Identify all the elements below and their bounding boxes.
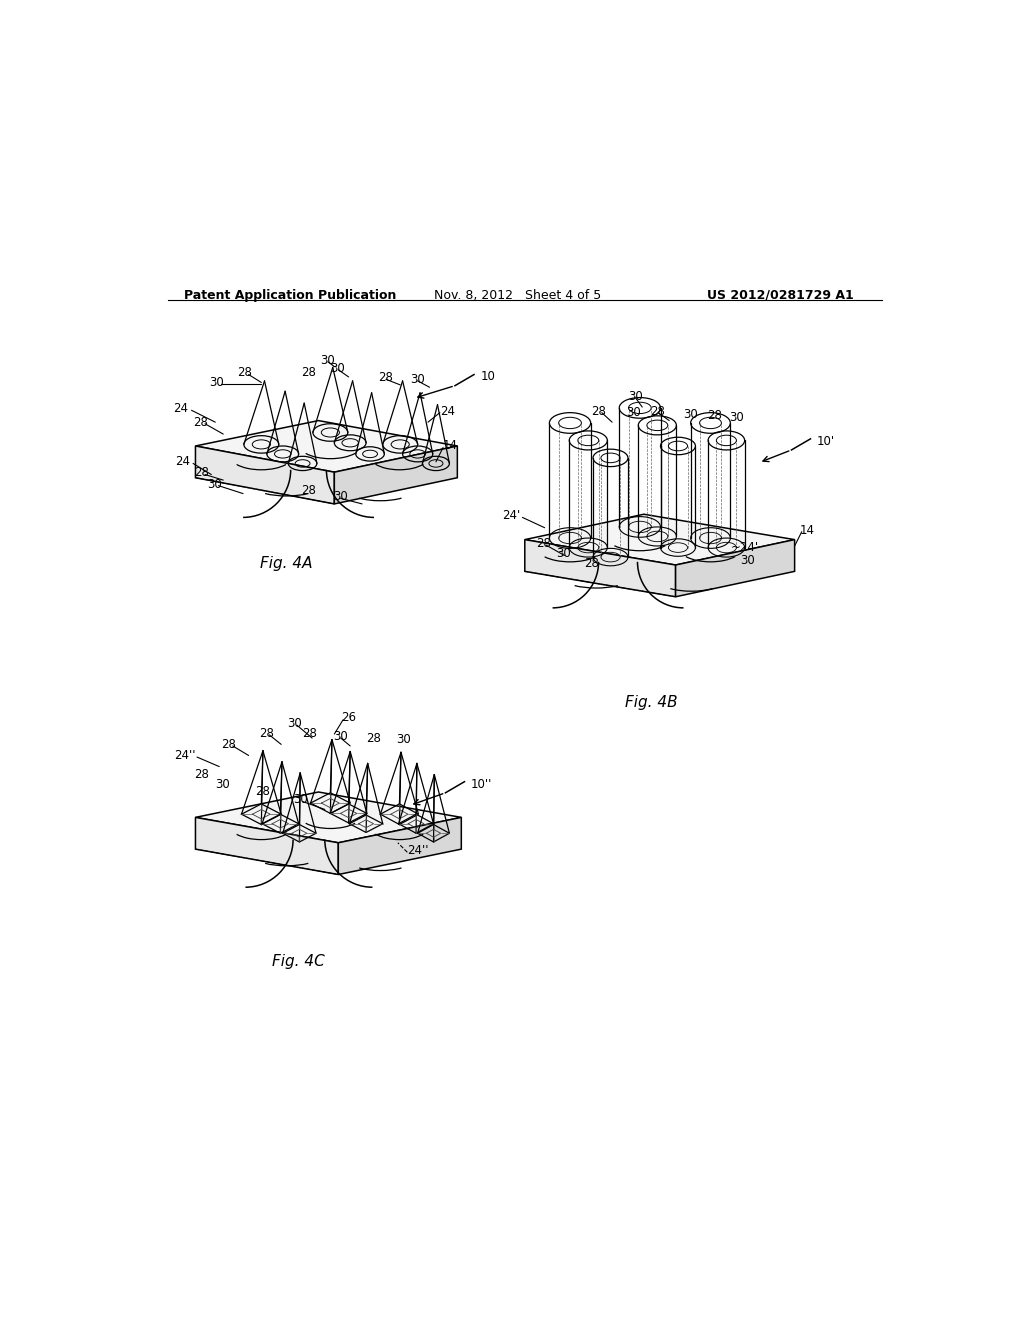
Text: 28: 28 (301, 484, 315, 496)
Text: 30: 30 (729, 411, 744, 424)
Polygon shape (338, 817, 461, 875)
Text: US 2012/0281729 A1: US 2012/0281729 A1 (708, 289, 854, 302)
Text: Fig. 4B: Fig. 4B (626, 694, 678, 710)
Polygon shape (676, 540, 795, 597)
Text: Patent Application Publication: Patent Application Publication (183, 289, 396, 302)
Text: 24'': 24'' (174, 748, 196, 762)
Text: 30: 30 (410, 372, 425, 385)
Text: 28: 28 (194, 416, 208, 429)
Text: 14: 14 (443, 440, 458, 453)
Text: 30: 30 (333, 730, 347, 743)
Text: 30: 30 (287, 717, 301, 730)
Text: 10': 10' (817, 434, 835, 447)
Text: 24: 24 (440, 404, 455, 417)
Text: 28: 28 (194, 466, 209, 479)
Text: 28: 28 (221, 738, 236, 751)
Text: ~24': ~24' (731, 541, 759, 554)
Text: 28: 28 (592, 404, 606, 417)
Text: 10'': 10'' (471, 777, 493, 791)
Text: 28: 28 (367, 731, 381, 744)
Text: 30: 30 (740, 554, 756, 566)
Text: 28: 28 (301, 367, 315, 379)
Text: Fig. 4C: Fig. 4C (272, 954, 325, 969)
Text: 24: 24 (176, 455, 190, 469)
Polygon shape (334, 446, 458, 504)
Polygon shape (196, 421, 458, 473)
Text: 10: 10 (481, 371, 496, 383)
Polygon shape (196, 817, 338, 875)
Text: 30: 30 (333, 490, 347, 503)
Text: 30: 30 (557, 548, 571, 561)
Text: 26: 26 (341, 711, 355, 723)
Text: 28: 28 (650, 404, 665, 417)
Text: 28: 28 (378, 371, 393, 384)
Text: 28: 28 (708, 408, 722, 421)
Polygon shape (524, 540, 676, 597)
Text: 30: 30 (215, 777, 230, 791)
Text: 28: 28 (259, 727, 273, 739)
Text: 24: 24 (173, 403, 188, 416)
Polygon shape (196, 792, 461, 842)
Text: 28: 28 (585, 557, 599, 570)
Text: 30: 30 (627, 407, 641, 420)
Polygon shape (524, 515, 795, 565)
Text: 30: 30 (293, 793, 308, 807)
Text: Nov. 8, 2012   Sheet 4 of 5: Nov. 8, 2012 Sheet 4 of 5 (433, 289, 601, 302)
Text: 28: 28 (255, 785, 270, 799)
Text: 24': 24' (503, 510, 521, 523)
Text: 28: 28 (238, 367, 252, 379)
Text: 28: 28 (536, 537, 551, 550)
Text: 30: 30 (331, 362, 345, 375)
Text: 14: 14 (800, 524, 814, 537)
Text: 30: 30 (207, 478, 222, 491)
Text: 24'': 24'' (408, 845, 429, 857)
Text: Fig. 4A: Fig. 4A (260, 556, 313, 572)
Polygon shape (196, 446, 334, 504)
Text: 28: 28 (194, 768, 209, 781)
Text: 30: 30 (321, 354, 335, 367)
Text: 28: 28 (303, 727, 317, 739)
Text: 30: 30 (684, 408, 698, 421)
Text: 30: 30 (396, 733, 411, 746)
Text: 30: 30 (209, 376, 223, 389)
Text: 30: 30 (628, 391, 643, 404)
